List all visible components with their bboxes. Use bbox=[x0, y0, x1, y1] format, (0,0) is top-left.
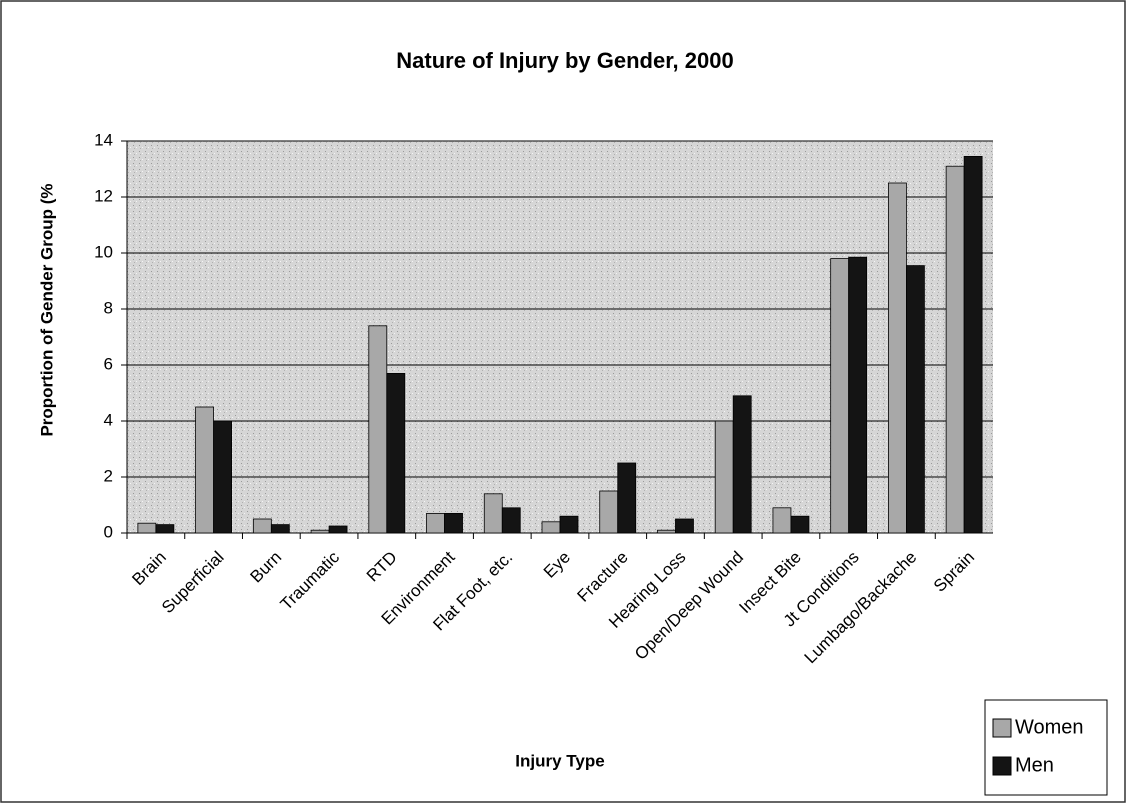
y-tick-label: 14 bbox=[94, 130, 113, 149]
bar bbox=[444, 513, 463, 534]
y-tick-label: 0 bbox=[104, 522, 113, 541]
bar bbox=[732, 395, 752, 534]
bar bbox=[617, 462, 637, 534]
bar bbox=[137, 522, 157, 534]
legend-label: Men bbox=[1015, 754, 1054, 776]
bar bbox=[657, 529, 676, 534]
y-axis-label: Proportion of Gender Group (% bbox=[37, 183, 56, 436]
bar bbox=[213, 420, 233, 534]
bar bbox=[559, 515, 579, 534]
bar bbox=[848, 256, 868, 534]
bar bbox=[270, 524, 290, 534]
bar bbox=[541, 521, 561, 534]
bar bbox=[483, 493, 503, 534]
bar bbox=[830, 258, 850, 534]
y-tick-label: 10 bbox=[94, 242, 113, 261]
bar bbox=[714, 420, 734, 534]
bar bbox=[501, 507, 521, 534]
bar bbox=[945, 165, 965, 534]
bar bbox=[963, 155, 983, 534]
bar bbox=[772, 507, 792, 534]
bar bbox=[386, 372, 406, 534]
bar bbox=[328, 525, 348, 534]
y-tick-label: 2 bbox=[104, 466, 113, 485]
bar bbox=[368, 325, 388, 534]
y-tick-label: 6 bbox=[104, 354, 113, 373]
x-axis-label: Injury Type bbox=[515, 751, 604, 770]
bar bbox=[310, 529, 330, 534]
bar bbox=[599, 490, 619, 534]
bar bbox=[426, 513, 445, 534]
y-tick-label: 8 bbox=[104, 298, 113, 317]
legend-label: Women bbox=[1015, 716, 1084, 738]
bar bbox=[906, 265, 925, 534]
legend-box bbox=[984, 699, 1108, 796]
bar bbox=[675, 518, 694, 534]
y-tick-label: 12 bbox=[94, 186, 113, 205]
chart-title: Nature of Injury by Gender, 2000 bbox=[396, 48, 733, 73]
bar bbox=[155, 524, 175, 534]
bar bbox=[252, 518, 272, 534]
legend-swatch bbox=[992, 718, 1012, 738]
bar bbox=[790, 515, 810, 534]
bar bbox=[195, 406, 215, 534]
legend-swatch bbox=[992, 756, 1012, 776]
y-tick-label: 4 bbox=[104, 410, 113, 429]
bar bbox=[888, 182, 907, 534]
